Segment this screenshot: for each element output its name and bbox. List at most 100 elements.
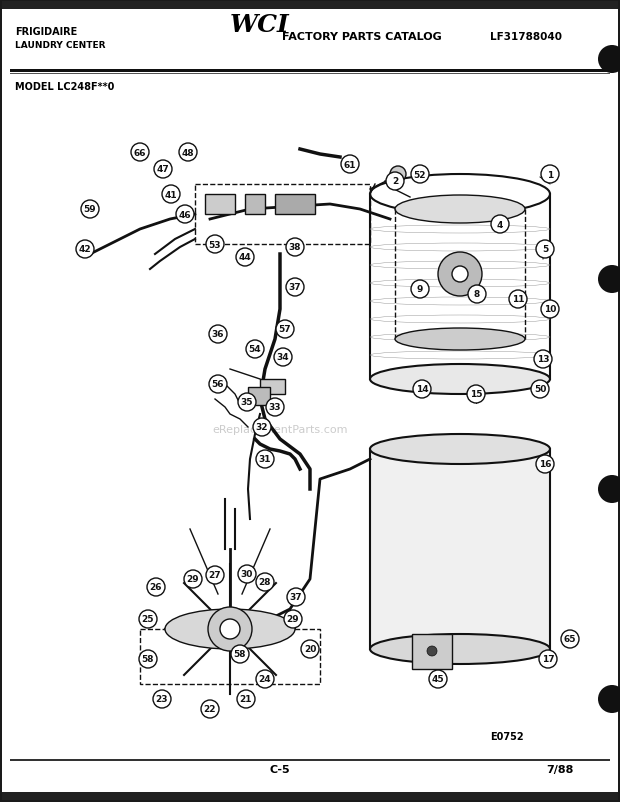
Text: 37: 37 <box>289 283 301 292</box>
Text: 20: 20 <box>304 645 316 654</box>
Text: 48: 48 <box>182 148 194 157</box>
Text: eReplacementParts.com: eReplacementParts.com <box>212 424 348 435</box>
Text: 57: 57 <box>278 325 291 334</box>
Circle shape <box>491 216 509 233</box>
Bar <box>10 70 610 72</box>
Circle shape <box>390 167 406 183</box>
Circle shape <box>238 394 256 411</box>
Text: 54: 54 <box>249 345 261 354</box>
Text: FACTORY PARTS CATALOG: FACTORY PARTS CATALOG <box>282 32 441 42</box>
Circle shape <box>256 670 274 688</box>
Text: 61: 61 <box>343 160 356 169</box>
Circle shape <box>536 241 554 259</box>
Circle shape <box>154 160 172 179</box>
Ellipse shape <box>165 610 295 649</box>
Circle shape <box>541 301 559 318</box>
Circle shape <box>438 253 482 297</box>
Text: 15: 15 <box>470 390 482 399</box>
Circle shape <box>209 326 227 343</box>
Text: 42: 42 <box>79 245 91 254</box>
Text: 66: 66 <box>134 148 146 157</box>
Circle shape <box>452 267 468 282</box>
Text: 11: 11 <box>512 295 525 304</box>
Circle shape <box>256 451 274 468</box>
Text: FRIGIDAIRE: FRIGIDAIRE <box>15 27 78 37</box>
Text: 5: 5 <box>542 245 548 254</box>
Bar <box>260 379 285 395</box>
Ellipse shape <box>370 435 550 464</box>
Text: 38: 38 <box>289 243 301 252</box>
Circle shape <box>534 350 552 369</box>
Circle shape <box>429 670 447 688</box>
Circle shape <box>286 278 304 297</box>
Text: 14: 14 <box>415 385 428 394</box>
Circle shape <box>411 166 429 184</box>
Circle shape <box>208 607 252 651</box>
Text: 24: 24 <box>259 674 272 683</box>
Text: 45: 45 <box>432 674 445 683</box>
Bar <box>248 387 270 406</box>
Text: 33: 33 <box>268 403 281 412</box>
Bar <box>10 759 610 760</box>
Text: 8: 8 <box>474 290 480 299</box>
Circle shape <box>76 241 94 259</box>
Bar <box>245 195 265 215</box>
Circle shape <box>536 456 554 473</box>
Circle shape <box>220 619 240 639</box>
Circle shape <box>179 144 197 162</box>
Circle shape <box>206 236 224 253</box>
Circle shape <box>598 685 620 713</box>
Circle shape <box>274 349 292 367</box>
Bar <box>2 2 618 10</box>
Bar <box>412 634 452 669</box>
Circle shape <box>598 46 620 74</box>
Circle shape <box>284 610 302 628</box>
Circle shape <box>176 206 194 224</box>
Text: 1: 1 <box>547 170 553 180</box>
Circle shape <box>246 341 264 358</box>
Circle shape <box>201 700 219 718</box>
Circle shape <box>539 650 557 668</box>
Text: 44: 44 <box>239 253 251 262</box>
Text: 50: 50 <box>534 385 546 394</box>
Circle shape <box>238 565 256 583</box>
Text: 52: 52 <box>414 170 426 180</box>
Circle shape <box>341 156 359 174</box>
Text: 29: 29 <box>286 615 299 624</box>
Circle shape <box>276 321 294 338</box>
Text: 34: 34 <box>277 353 290 362</box>
Text: 58: 58 <box>142 654 154 664</box>
Ellipse shape <box>395 196 525 224</box>
Text: 16: 16 <box>539 460 551 469</box>
Text: 32: 32 <box>255 423 268 432</box>
Text: MODEL LC248F**0: MODEL LC248F**0 <box>15 82 114 92</box>
Text: 21: 21 <box>240 695 252 703</box>
Text: 41: 41 <box>165 190 177 199</box>
Text: 9: 9 <box>417 286 423 294</box>
Circle shape <box>139 650 157 668</box>
Bar <box>2 792 618 800</box>
Text: C-5: C-5 <box>270 764 290 774</box>
Text: 26: 26 <box>150 583 162 592</box>
Text: 22: 22 <box>204 705 216 714</box>
Bar <box>205 195 235 215</box>
Text: 13: 13 <box>537 355 549 364</box>
Text: 28: 28 <box>259 577 271 587</box>
Circle shape <box>413 380 431 399</box>
Text: 46: 46 <box>179 210 192 219</box>
Ellipse shape <box>370 175 550 215</box>
Text: 65: 65 <box>564 634 576 644</box>
Circle shape <box>598 476 620 504</box>
Text: 37: 37 <box>290 593 303 602</box>
Circle shape <box>541 166 559 184</box>
Circle shape <box>206 566 224 585</box>
Circle shape <box>147 578 165 596</box>
Circle shape <box>531 380 549 399</box>
Text: 30: 30 <box>241 569 253 579</box>
Circle shape <box>287 588 305 606</box>
Text: E0752: E0752 <box>490 731 524 741</box>
Circle shape <box>427 646 437 656</box>
Circle shape <box>184 570 202 588</box>
Text: 29: 29 <box>187 575 199 584</box>
Text: 47: 47 <box>157 165 169 174</box>
